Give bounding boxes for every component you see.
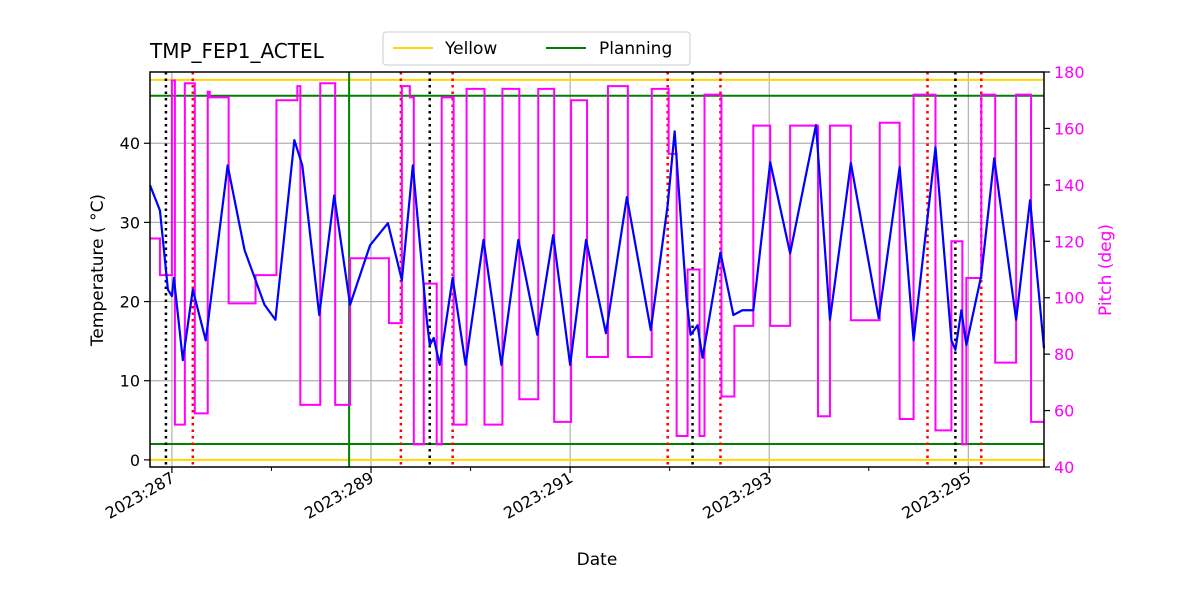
legend-label-yellow: Yellow [444, 39, 497, 59]
y2-tick-label: 180 [1054, 63, 1085, 82]
legend-box [382, 31, 691, 66]
y2-tick-label: 160 [1054, 119, 1085, 138]
limit-lines [150, 78, 1044, 461]
y2-tick-label: 40 [1054, 458, 1074, 477]
temperature-line [148, 123, 1046, 366]
y2-tick-label: 60 [1054, 402, 1074, 421]
pitch-line [150, 79, 1044, 446]
x-tick-label: 2023:293 [699, 468, 775, 523]
y-tick-label: 10 [120, 372, 140, 391]
axes: 2023:287 2023:289 2023:291 2023:293 2023:295… [102, 63, 1085, 523]
series-group [148, 79, 1046, 446]
y2-tick-label: 120 [1054, 232, 1085, 251]
y-tick-label: 30 [120, 213, 140, 232]
y2-tick-label: 100 [1054, 289, 1085, 308]
y-tick-label: 0 [130, 451, 140, 470]
x-tick-label: 2023:291 [500, 468, 576, 523]
y-axis-label: Temperature ( °C) [88, 194, 108, 347]
x-tick-label: 2023:289 [301, 468, 377, 523]
chart-title: TMP_FEP1_ACTEL [149, 39, 325, 63]
x-tick-label: 2023:287 [102, 468, 178, 523]
legend: Yellow Planning [382, 31, 691, 66]
y-tick-label: 40 [120, 134, 140, 153]
plot-frame [149, 71, 1045, 468]
y-tick-label: 20 [120, 293, 140, 312]
legend-label-planning: Planning [599, 39, 672, 59]
y2-axis-label: Pitch (deg) [1096, 224, 1116, 316]
event-lines [164, 72, 983, 467]
y2-tick-label: 80 [1054, 345, 1074, 364]
x-axis-label: Date [577, 550, 618, 570]
grid [150, 72, 1044, 467]
y2-tick-label: 140 [1054, 176, 1085, 195]
x-tick-label: 2023:295 [898, 468, 974, 523]
